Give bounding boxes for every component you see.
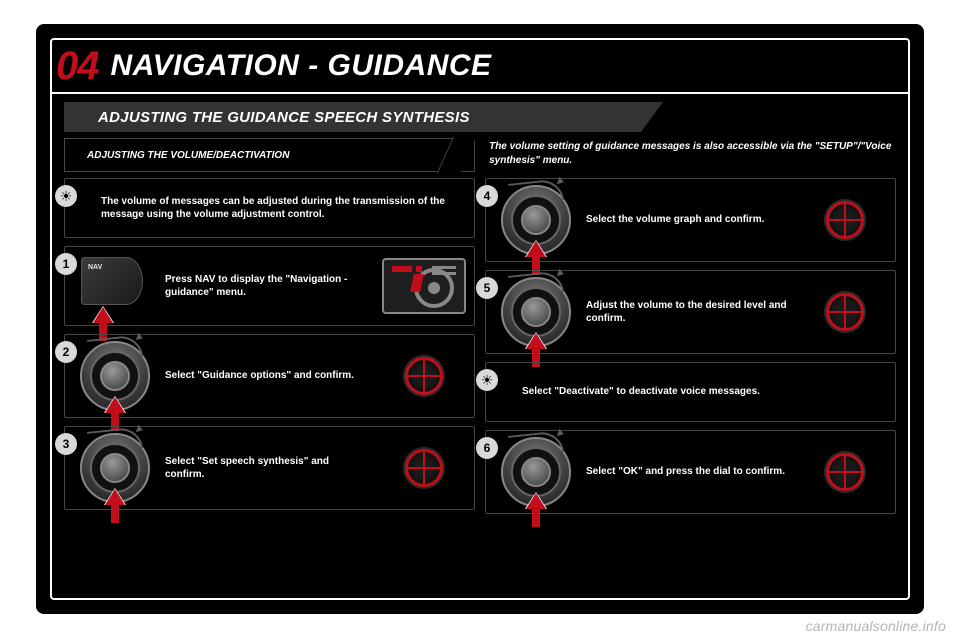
step-1-icon: NAV bbox=[71, 253, 159, 319]
tip-box-right: ☀ Select "Deactivate" to deactivate voic… bbox=[485, 362, 896, 422]
nav-screen-icon bbox=[382, 258, 466, 314]
rotary-dial-icon bbox=[80, 433, 150, 503]
step-badge: 5 bbox=[476, 277, 498, 299]
step-1-screen bbox=[380, 253, 468, 319]
step-5: 5 Adjust the volume to the desired level… bbox=[485, 270, 896, 354]
bulb-icon: ☀ bbox=[476, 369, 498, 391]
step-badge: 3 bbox=[55, 433, 77, 455]
step-6: 6 Select "OK" and press the dial to conf… bbox=[485, 430, 896, 514]
step-3-icon bbox=[71, 433, 159, 503]
page-inner: 04 NAVIGATION - GUIDANCE ADJUSTING THE G… bbox=[50, 38, 910, 600]
bulb-icon: ☀ bbox=[55, 185, 77, 207]
nav-label: NAV bbox=[88, 264, 102, 271]
page-header: 04 NAVIGATION - GUIDANCE bbox=[52, 40, 908, 94]
watermark: carmanualsonline.info bbox=[806, 618, 946, 634]
right-column: 4 Select the volume graph and confirm. bbox=[485, 178, 896, 514]
tip-text-right: Select "Deactivate" to deactivate voice … bbox=[522, 385, 760, 399]
step-badge: 4 bbox=[476, 185, 498, 207]
subtitle-box: ADJUSTING THE VOLUME/DEACTIVATION bbox=[64, 138, 475, 172]
arrow-up-icon bbox=[93, 307, 113, 323]
step-5-text: Adjust the volume to the desired level a… bbox=[586, 277, 795, 347]
left-column: ☀ The volume of messages can be adjusted… bbox=[64, 178, 475, 514]
dial-screen-icon bbox=[382, 348, 466, 404]
nav-button-icon: NAV bbox=[77, 253, 153, 319]
step-6-text: Select "OK" and press the dial to confir… bbox=[586, 437, 795, 507]
step-6-screen bbox=[801, 437, 889, 507]
rotary-dial-icon bbox=[501, 185, 571, 255]
rotary-dial-icon bbox=[501, 277, 571, 347]
step-badge: 6 bbox=[476, 437, 498, 459]
columns: ☀ The volume of messages can be adjusted… bbox=[64, 178, 896, 514]
step-badge: 1 bbox=[55, 253, 77, 275]
step-2: 2 Select "Guidance options" and confirm. bbox=[64, 334, 475, 418]
dial-screen-icon bbox=[803, 192, 887, 248]
step-2-icon bbox=[71, 341, 159, 411]
manual-page: 04 NAVIGATION - GUIDANCE ADJUSTING THE G… bbox=[36, 24, 924, 614]
dial-screen-icon bbox=[803, 444, 887, 500]
step-2-text: Select "Guidance options" and confirm. bbox=[165, 341, 374, 411]
dial-screen-icon bbox=[382, 440, 466, 496]
tip-text: The volume of messages can be adjusted d… bbox=[101, 195, 464, 222]
rotary-dial-icon bbox=[80, 341, 150, 411]
step-3-text: Select "Set speech synthesis" and confir… bbox=[165, 433, 374, 503]
subtitle-text: ADJUSTING THE VOLUME/DEACTIVATION bbox=[87, 150, 289, 161]
chapter-number: 04 bbox=[56, 44, 111, 89]
rotary-dial-icon bbox=[501, 437, 571, 507]
step-1-text: Press NAV to display the "Navigation - g… bbox=[165, 253, 374, 319]
section-bar: ADJUSTING THE GUIDANCE SPEECH SYNTHESIS bbox=[64, 102, 896, 132]
dial-screen-icon bbox=[803, 284, 887, 340]
step-4-screen bbox=[801, 185, 889, 255]
chapter-title: NAVIGATION - GUIDANCE bbox=[111, 49, 492, 83]
step-5-icon bbox=[492, 277, 580, 347]
step-4: 4 Select the volume graph and confirm. bbox=[485, 178, 896, 262]
step-3-screen bbox=[380, 433, 468, 503]
tip-box: ☀ The volume of messages can be adjusted… bbox=[64, 178, 475, 238]
step-badge: 2 bbox=[55, 341, 77, 363]
step-2-screen bbox=[380, 341, 468, 411]
step-4-text: Select the volume graph and confirm. bbox=[586, 185, 795, 255]
sub-row: ADJUSTING THE VOLUME/DEACTIVATION The vo… bbox=[64, 138, 896, 172]
section-title: ADJUSTING THE GUIDANCE SPEECH SYNTHESIS bbox=[98, 109, 470, 126]
step-4-icon bbox=[492, 185, 580, 255]
step-3: 3 Select "Set speech synthesis" and conf… bbox=[64, 426, 475, 510]
step-5-screen bbox=[801, 277, 889, 347]
side-note: The volume setting of guidance messages … bbox=[485, 138, 896, 172]
step-1: 1 NAV Press NAV to display the "Navigati… bbox=[64, 246, 475, 326]
step-6-icon bbox=[492, 437, 580, 507]
